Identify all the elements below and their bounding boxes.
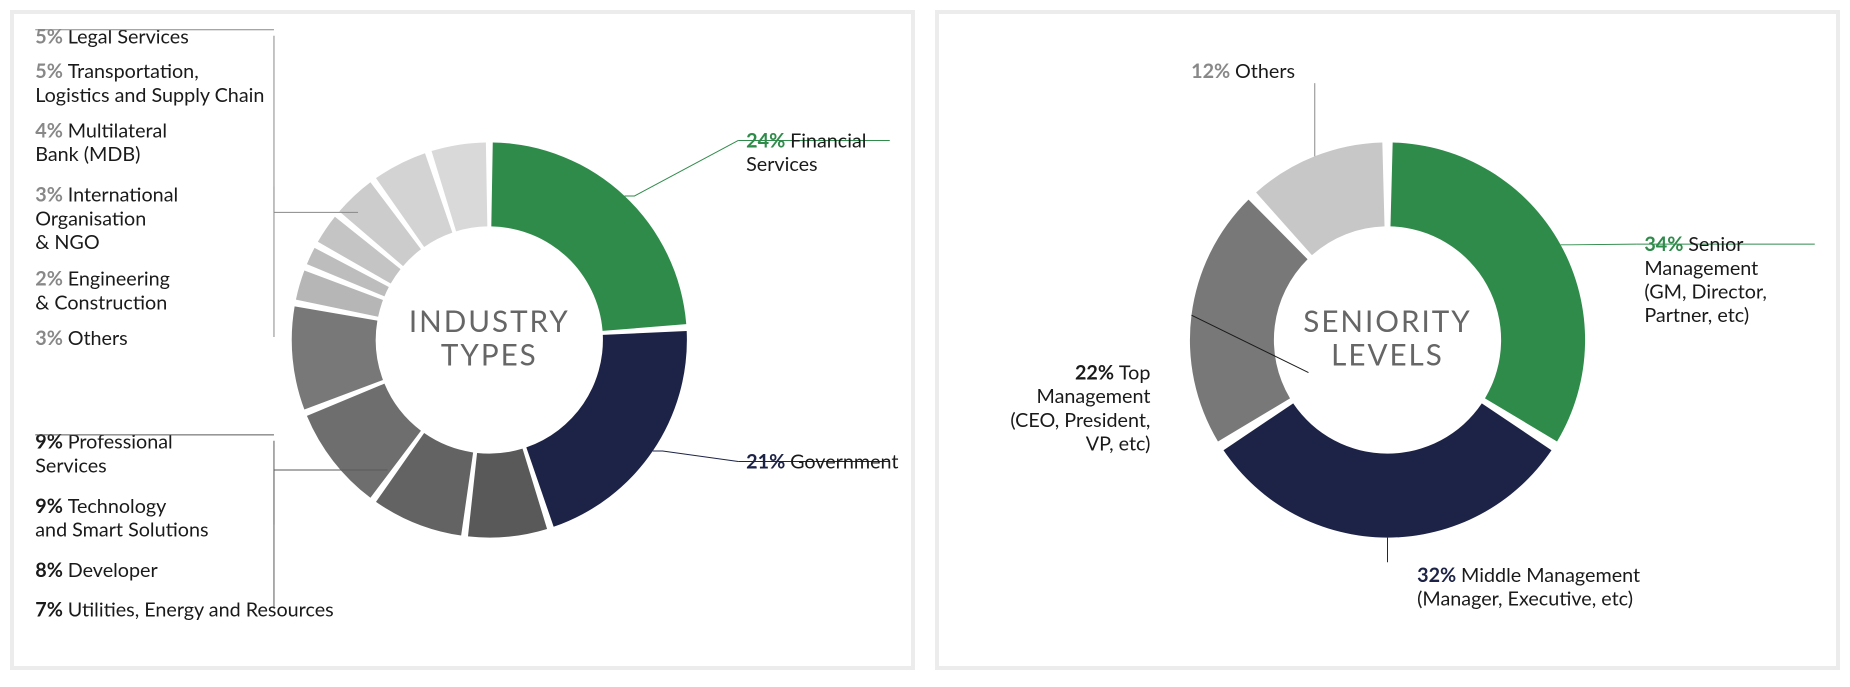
chart-0-label-0: 24% FinancialServices xyxy=(746,129,866,176)
chart-1-label-3: 12% Others xyxy=(1191,60,1295,83)
chart-0-label-8: 3% InternationalOrganisation& NGO xyxy=(35,184,178,254)
chart-0-title-line1: INDUSTRY xyxy=(409,304,570,339)
chart-0-label-1: 21% Government xyxy=(746,450,898,473)
chart-0-label-6: 3% Others xyxy=(35,327,127,350)
svg-text:5% Transportation,Logistics an: 5% Transportation,Logistics and Supply C… xyxy=(35,60,264,107)
svg-text:9% ProfessionalServices: 9% ProfessionalServices xyxy=(35,431,172,478)
chart-1-slice-2 xyxy=(1190,200,1308,442)
seniority-levels-panel: SENIORITYLEVELS 34% SeniorManagement(GM, … xyxy=(935,10,1840,670)
svg-text:3% InternationalOrganisation&: 3% InternationalOrganisation& NGO xyxy=(35,184,178,254)
svg-text:7% Utilities, Energy and Resou: 7% Utilities, Energy and Resources xyxy=(35,599,333,622)
chart-0-title-line2: TYPES xyxy=(441,338,538,373)
chart-1-label-2: 22% TopManagement(CEO, President,VP, etc… xyxy=(1010,362,1150,456)
svg-text:22% TopManagement(CEO, Preside: 22% TopManagement(CEO, President,VP, etc… xyxy=(1010,362,1150,456)
chart-0-label-5: 9% ProfessionalServices xyxy=(35,431,172,478)
industry-types-panel: INDUSTRYTYPES 24% FinancialServices 21% Go… xyxy=(10,10,915,670)
chart-1-title-line2: LEVELS xyxy=(1331,338,1444,373)
svg-text:24% FinancialServices: 24% FinancialServices xyxy=(746,129,866,176)
svg-text:2% Engineering& Construction: 2% Engineering& Construction xyxy=(35,268,170,315)
chart-0-label-7: 2% Engineering& Construction xyxy=(35,268,170,315)
chart-0-slice-0 xyxy=(491,142,686,330)
svg-text:8% Developer: 8% Developer xyxy=(35,559,158,582)
chart-0-label-3: 8% Developer xyxy=(35,559,158,582)
chart-0-label-9: 4% MultilateralBank (MDB) xyxy=(35,119,167,166)
svg-text:32% Middle Management(Manager,: 32% Middle Management(Manager, Executive… xyxy=(1417,564,1640,611)
chart-1-label-1: 32% Middle Management(Manager, Executive… xyxy=(1417,564,1640,611)
chart-1-title-line1: SENIORITY xyxy=(1303,304,1471,339)
chart-1-label-0: 34% SeniorManagement(GM, Director,Partne… xyxy=(1644,233,1766,327)
page-root: INDUSTRYTYPES 24% FinancialServices 21% Go… xyxy=(0,0,1850,680)
chart-1-slice-1 xyxy=(1224,403,1552,537)
chart-0-label-4: 9% Technologyand Smart Solutions xyxy=(35,495,208,542)
svg-text:21% Government: 21% Government xyxy=(746,450,898,473)
svg-text:12% Others: 12% Others xyxy=(1191,60,1295,83)
chart-0-slice-1 xyxy=(526,331,687,527)
svg-text:3% Others: 3% Others xyxy=(35,327,127,350)
chart-0-label-11: 5% Legal Services xyxy=(35,26,189,49)
svg-text:34% SeniorManagement(GM, Direc: 34% SeniorManagement(GM, Director,Partne… xyxy=(1644,233,1766,327)
svg-text:4% MultilateralBank (MDB): 4% MultilateralBank (MDB) xyxy=(35,119,167,166)
chart-1-slice-0 xyxy=(1390,142,1585,441)
svg-text:5% Legal Services: 5% Legal Services xyxy=(35,26,189,49)
chart-0-label-2: 7% Utilities, Energy and Resources xyxy=(35,599,333,622)
chart-0-label-10: 5% Transportation,Logistics and Supply C… xyxy=(35,60,264,107)
svg-text:9% Technologyand Smart Solutio: 9% Technologyand Smart Solutions xyxy=(35,495,208,542)
